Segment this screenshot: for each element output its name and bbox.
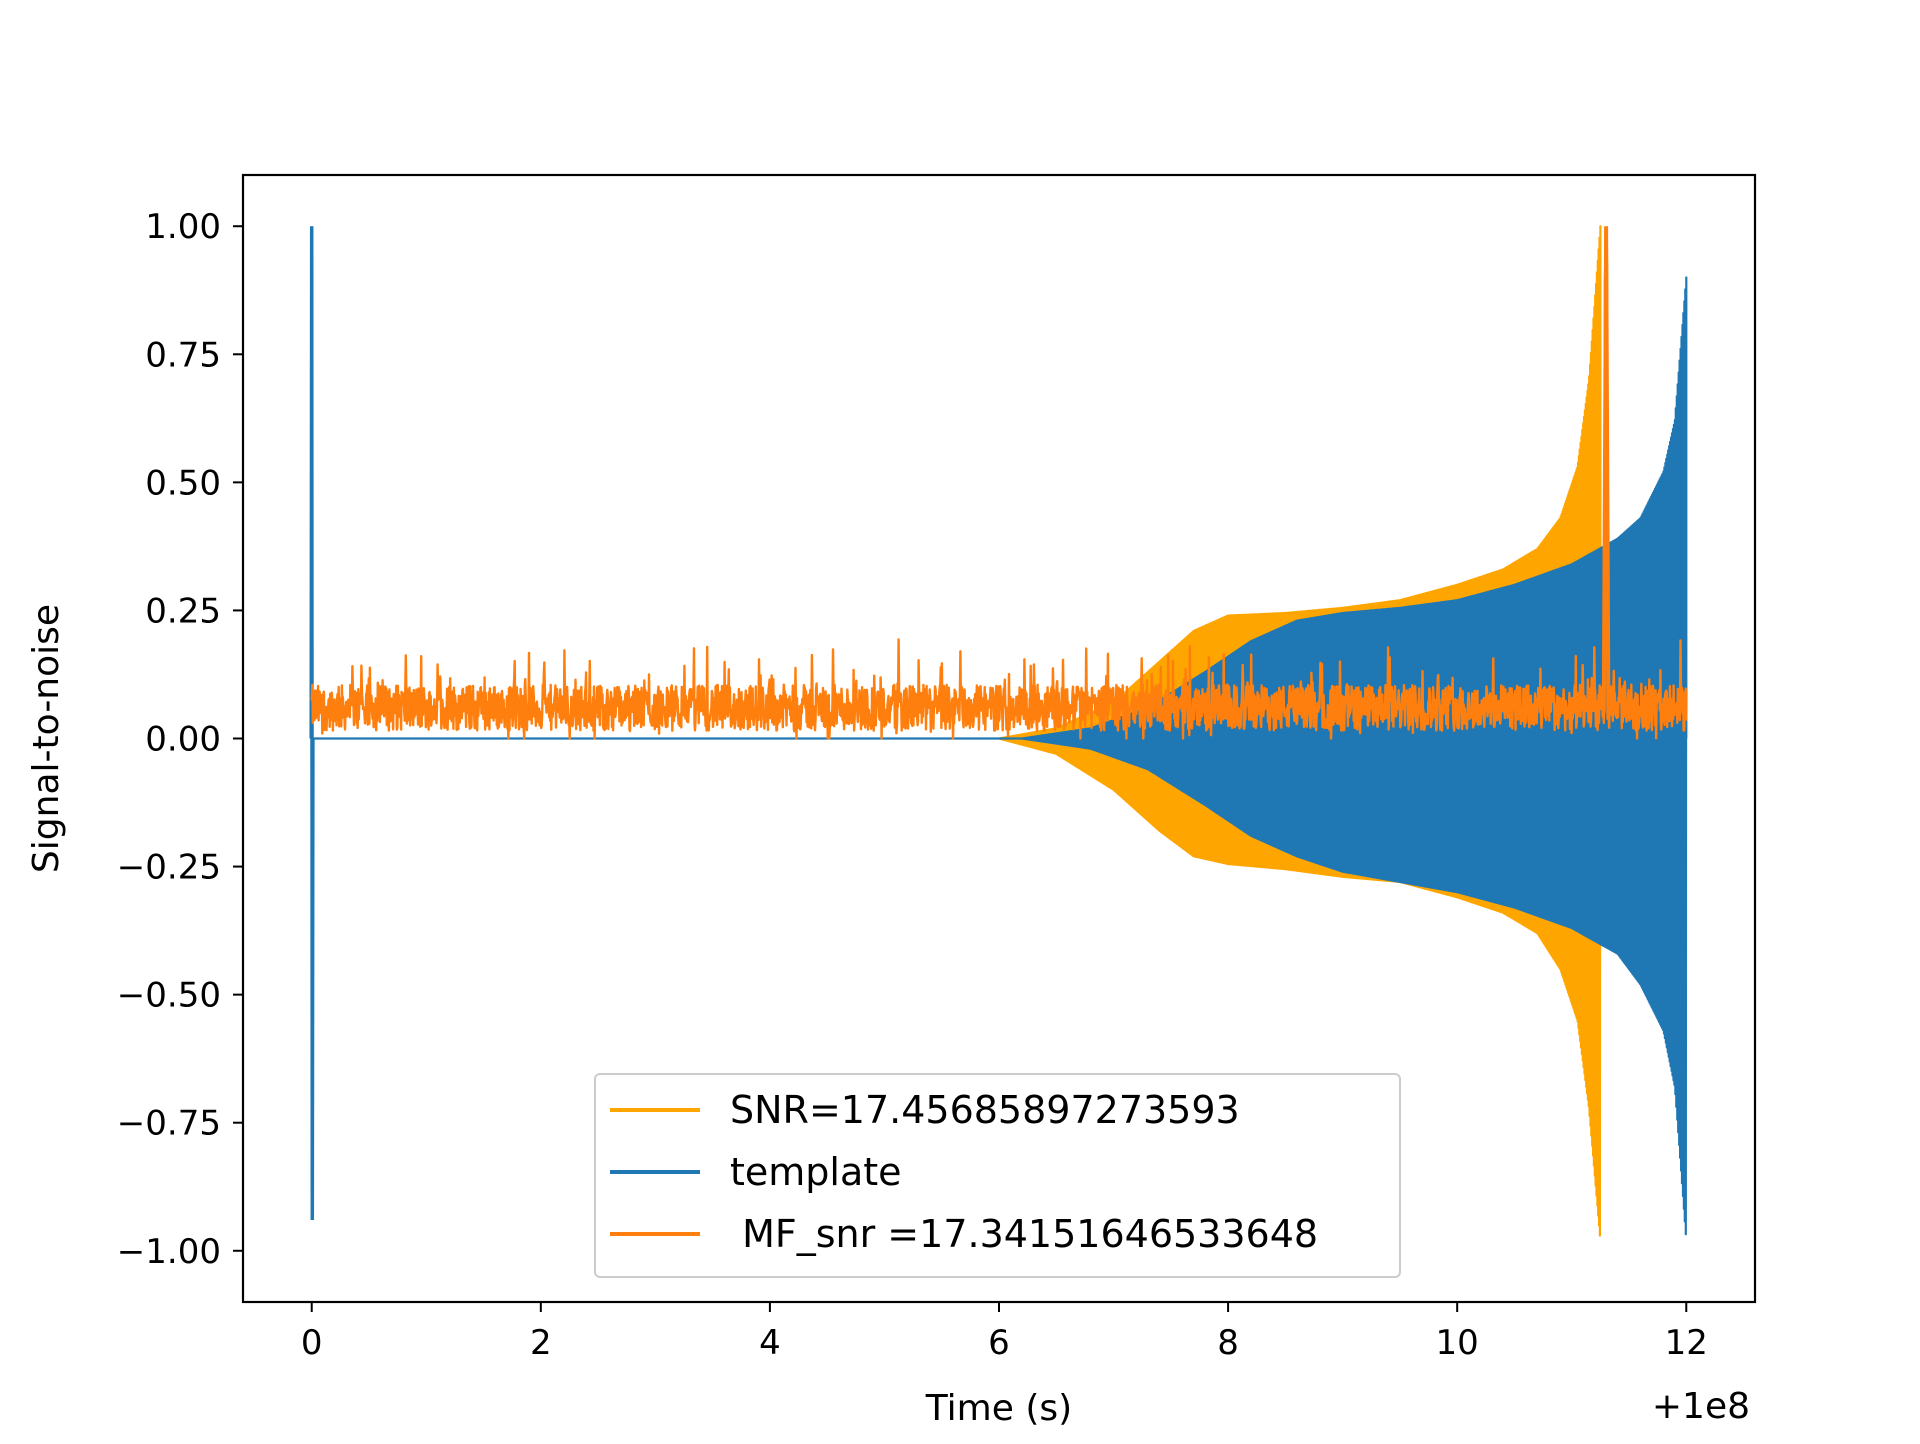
y-tick-label: 1.00	[145, 207, 221, 247]
y-tick-label: 0.00	[145, 720, 221, 760]
x-axis-label: Time (s)	[925, 1388, 1072, 1429]
x-tick-label: 6	[988, 1323, 1010, 1363]
mf-snr-peak	[1601, 226, 1611, 713]
x-tick-label: 2	[530, 1323, 552, 1363]
x-tick-label: 4	[759, 1323, 781, 1363]
tick-layer: 0 2 4 6 8 10 12 1.00 0.75 0.50 0.25 0.00 −0.25 −0.50 −…	[117, 207, 1708, 1363]
y-tick-label: −1.00	[117, 1232, 221, 1272]
y-tick-label: −0.50	[117, 976, 221, 1016]
x-tick-label: 0	[301, 1323, 323, 1363]
legend-label-mf-snr: MF_snr =17.34151646533648	[730, 1212, 1318, 1256]
x-tick-label: 10	[1436, 1323, 1479, 1363]
legend: SNR=17.45685897273593 template MF_snr =1…	[594, 1073, 1401, 1278]
y-tick-label: 0.50	[145, 463, 221, 503]
plot-layer	[309, 225, 1688, 1237]
series-1-group	[311, 276, 1688, 1236]
x-tick-label: 12	[1665, 1323, 1708, 1363]
legend-box	[594, 1073, 1401, 1278]
y-tick-label: −0.75	[117, 1104, 221, 1144]
series-2-line	[310, 232, 1688, 740]
legend-label-snr: SNR=17.45685897273593	[730, 1088, 1240, 1132]
series-1-line	[311, 276, 1688, 1236]
y-tick-label: −0.25	[117, 848, 221, 888]
y-tick-label: 0.75	[145, 335, 221, 375]
y-axis-label: Signal-to-noise	[26, 604, 67, 873]
x-axis-offset-label: +1e8	[1652, 1386, 1750, 1427]
y-tick-label: 0.25	[145, 591, 221, 631]
x-tick-label: 8	[1217, 1323, 1239, 1363]
legend-label-template: template	[730, 1150, 902, 1194]
series-2-group	[310, 226, 1688, 740]
